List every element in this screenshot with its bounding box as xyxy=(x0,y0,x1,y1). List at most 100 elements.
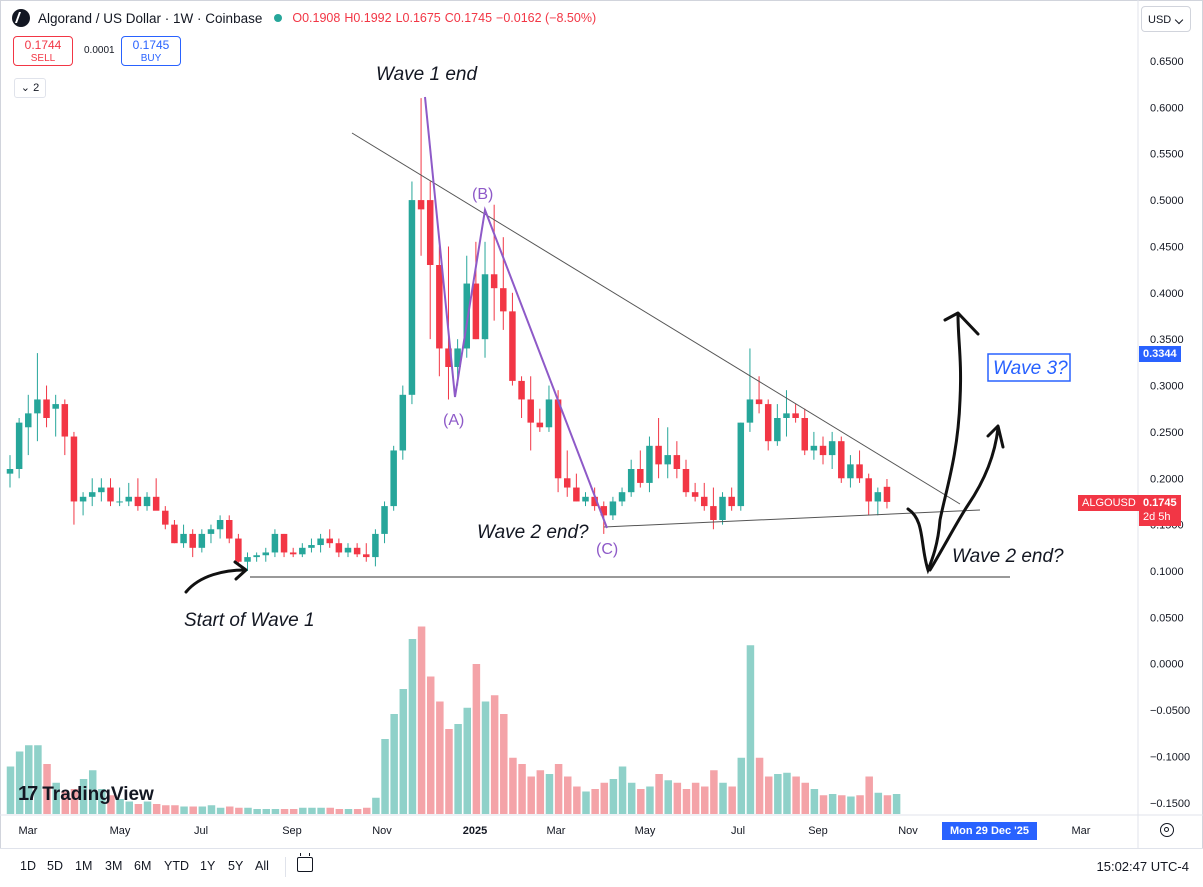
time-tick-label: Jul xyxy=(731,825,745,837)
tradingview-logo[interactable]: 17 TradingView xyxy=(18,783,154,806)
candle xyxy=(52,394,59,437)
candle-body xyxy=(98,487,105,493)
volume-bar xyxy=(308,807,316,814)
candle-body xyxy=(308,545,315,548)
volume-bar xyxy=(180,806,188,814)
sell-price: 0.1744 xyxy=(24,38,62,52)
price-tick-label: 0.4000 xyxy=(1150,288,1184,300)
time-axis[interactable]: Mar May Jul Sep Nov 2025 Mar May Jul Sep Nov Mar xyxy=(19,825,1091,837)
candle xyxy=(664,427,671,479)
volume-bar xyxy=(563,776,572,814)
volume-bar xyxy=(500,714,508,814)
volume-bar xyxy=(573,786,581,814)
candle xyxy=(618,487,626,507)
candle xyxy=(518,376,525,418)
calendar-icon[interactable] xyxy=(297,853,313,872)
volume-bar xyxy=(52,782,60,814)
volume-bar xyxy=(408,639,417,814)
volume-bar xyxy=(490,695,499,814)
price-tick-label: 0.2000 xyxy=(1150,473,1184,485)
timeframe-1m[interactable]: 1M xyxy=(75,859,93,873)
candle-body xyxy=(198,533,206,548)
volume-bar xyxy=(235,807,243,814)
volume-bar xyxy=(691,782,700,814)
price-tick-label: 0.3000 xyxy=(1150,381,1184,393)
candle xyxy=(591,487,598,511)
volume-bar xyxy=(353,809,362,814)
volume-bar xyxy=(399,689,408,814)
settings-gear-icon[interactable] xyxy=(1160,823,1174,837)
candle xyxy=(70,431,78,525)
candle xyxy=(609,496,617,520)
candle-body xyxy=(162,510,169,525)
clock-readout[interactable]: 15:02:47 UTC-4 xyxy=(1096,859,1190,874)
buy-button[interactable]: 0.1745 BUY xyxy=(121,36,181,66)
candle-body xyxy=(445,348,452,367)
candle-body xyxy=(472,283,480,340)
volume-bar xyxy=(390,714,398,814)
candle-body xyxy=(737,422,745,507)
timeframe-1y[interactable]: 1Y xyxy=(200,859,216,873)
volume-bar xyxy=(892,794,901,814)
currency-select[interactable]: USD xyxy=(1141,6,1191,32)
candle xyxy=(25,394,32,456)
timeframe-all[interactable]: All xyxy=(255,859,269,873)
drawings[interactable] xyxy=(184,96,1010,594)
candle xyxy=(6,455,14,488)
candle xyxy=(326,529,333,548)
candle xyxy=(737,422,745,511)
candle xyxy=(143,492,151,511)
candle xyxy=(828,431,836,469)
candle xyxy=(710,487,717,530)
candle xyxy=(719,492,726,525)
price-badge: 0.1745 2d 5h xyxy=(1139,495,1181,526)
symbol-title[interactable]: Algorand / US Dollar · 1W · Coinbase xyxy=(38,10,263,26)
volume-bar xyxy=(289,809,298,814)
volume-bar xyxy=(107,795,115,814)
candle-body xyxy=(874,492,882,502)
price-axis[interactable]: 0.6500 0.6000 0.5500 0.5000 0.4500 0.4000 0.35… xyxy=(1150,56,1190,810)
annotation-labels[interactable]: Wave 1 end (B) (A) (C) Wave 2 end? Wave … xyxy=(184,64,1071,631)
indicator-count: 2 xyxy=(33,82,40,94)
volume-bar xyxy=(472,664,481,814)
candle xyxy=(235,533,242,567)
sell-label: SELL xyxy=(30,53,56,64)
price-tick-label: −0.1000 xyxy=(1150,751,1190,763)
candle xyxy=(563,450,571,497)
candle-body xyxy=(25,413,32,428)
ohlc-open: O0.1908 xyxy=(292,11,341,25)
volume-bar xyxy=(326,807,334,814)
candle xyxy=(573,473,580,502)
volume-bar xyxy=(637,789,645,814)
timeframe-ytd[interactable]: YTD xyxy=(164,859,189,873)
volume-bar xyxy=(481,701,490,814)
label-wave2-end-2: Wave 2 end? xyxy=(952,546,1064,567)
candle-body xyxy=(344,547,352,553)
candle-body xyxy=(582,496,589,502)
candle-body xyxy=(280,533,288,553)
symbol-legend[interactable]: Algorand / US Dollar · 1W · Coinbase O0.… xyxy=(12,9,596,27)
sell-button[interactable]: 0.1744 SELL xyxy=(13,36,73,66)
candle xyxy=(207,524,215,544)
time-tick-label: 2025 xyxy=(463,825,487,837)
candle-body xyxy=(235,538,242,562)
candle xyxy=(98,478,105,502)
timeframe-3m[interactable]: 3M xyxy=(105,859,123,873)
indicators-collapse-button[interactable]: ⌄ 2 xyxy=(14,78,46,98)
volume-bar xyxy=(244,807,252,814)
timeframe-5d[interactable]: 5D xyxy=(47,859,63,873)
volume-bar xyxy=(582,791,590,814)
candle xyxy=(682,459,690,497)
candle-body xyxy=(125,496,133,502)
candle-body xyxy=(545,399,553,428)
candle xyxy=(774,404,781,446)
volume-bar xyxy=(225,806,234,814)
candle xyxy=(162,506,169,530)
price-tick-label: 0.6000 xyxy=(1150,102,1184,114)
candle xyxy=(216,515,224,539)
timeframe-5y[interactable]: 5Y xyxy=(228,859,244,873)
timeframe-1d[interactable]: 1D xyxy=(20,859,36,873)
volume-bar xyxy=(664,780,672,814)
timeframe-6m[interactable]: 6M xyxy=(134,859,152,873)
